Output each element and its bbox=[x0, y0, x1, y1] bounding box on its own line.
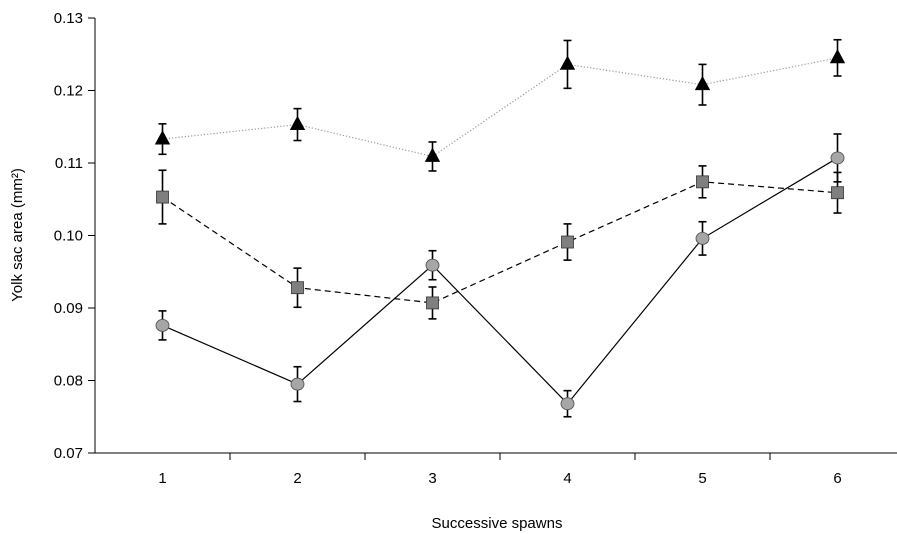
data-point bbox=[559, 55, 576, 70]
y-tick-label: 0.13 bbox=[54, 10, 83, 27]
data-point bbox=[426, 296, 439, 310]
y-axis-title: Yolk sac area (mm²) bbox=[9, 168, 26, 302]
data-point bbox=[830, 151, 845, 165]
series-line bbox=[162, 57, 838, 158]
y-tick-label: 0.09 bbox=[54, 300, 83, 317]
data-point bbox=[155, 318, 170, 332]
y-tick-label: 0.11 bbox=[55, 155, 83, 172]
data-point bbox=[560, 397, 575, 411]
series-square bbox=[156, 165, 844, 320]
series-circle bbox=[155, 133, 845, 418]
y-tick-label: 0.12 bbox=[54, 83, 83, 100]
x-tick-label: 3 bbox=[428, 470, 436, 487]
axes: 0.07 0.08 0.09 0.10 0.11 0.12 0.13 1 2 3 4 5 6 bbox=[54, 10, 897, 487]
y-tick-label: 0.10 bbox=[54, 228, 83, 245]
x-tick-label: 4 bbox=[563, 470, 571, 487]
data-point bbox=[290, 377, 305, 391]
data-point bbox=[156, 190, 169, 204]
x-tick-label: 1 bbox=[158, 470, 166, 487]
x-tick-label: 6 bbox=[833, 470, 841, 487]
x-axis-title: Successive spawns bbox=[432, 515, 563, 532]
data-point bbox=[696, 175, 709, 189]
y-tick-label: 0.07 bbox=[54, 445, 83, 462]
data-point bbox=[829, 49, 846, 64]
data-point bbox=[425, 258, 440, 272]
series-layer bbox=[154, 38, 846, 418]
series-line bbox=[162, 157, 838, 405]
x-tick-label: 5 bbox=[698, 470, 706, 487]
series-line bbox=[162, 181, 838, 304]
y-tick-label: 0.08 bbox=[54, 373, 83, 390]
data-point bbox=[291, 281, 304, 295]
data-point bbox=[695, 231, 710, 245]
data-point bbox=[694, 75, 711, 91]
data-point bbox=[424, 147, 441, 162]
data-point bbox=[831, 186, 844, 200]
data-point bbox=[154, 130, 171, 145]
data-point bbox=[561, 235, 574, 249]
series-triangle bbox=[154, 38, 846, 172]
x-tick-label: 2 bbox=[293, 470, 301, 487]
data-point bbox=[289, 115, 306, 130]
